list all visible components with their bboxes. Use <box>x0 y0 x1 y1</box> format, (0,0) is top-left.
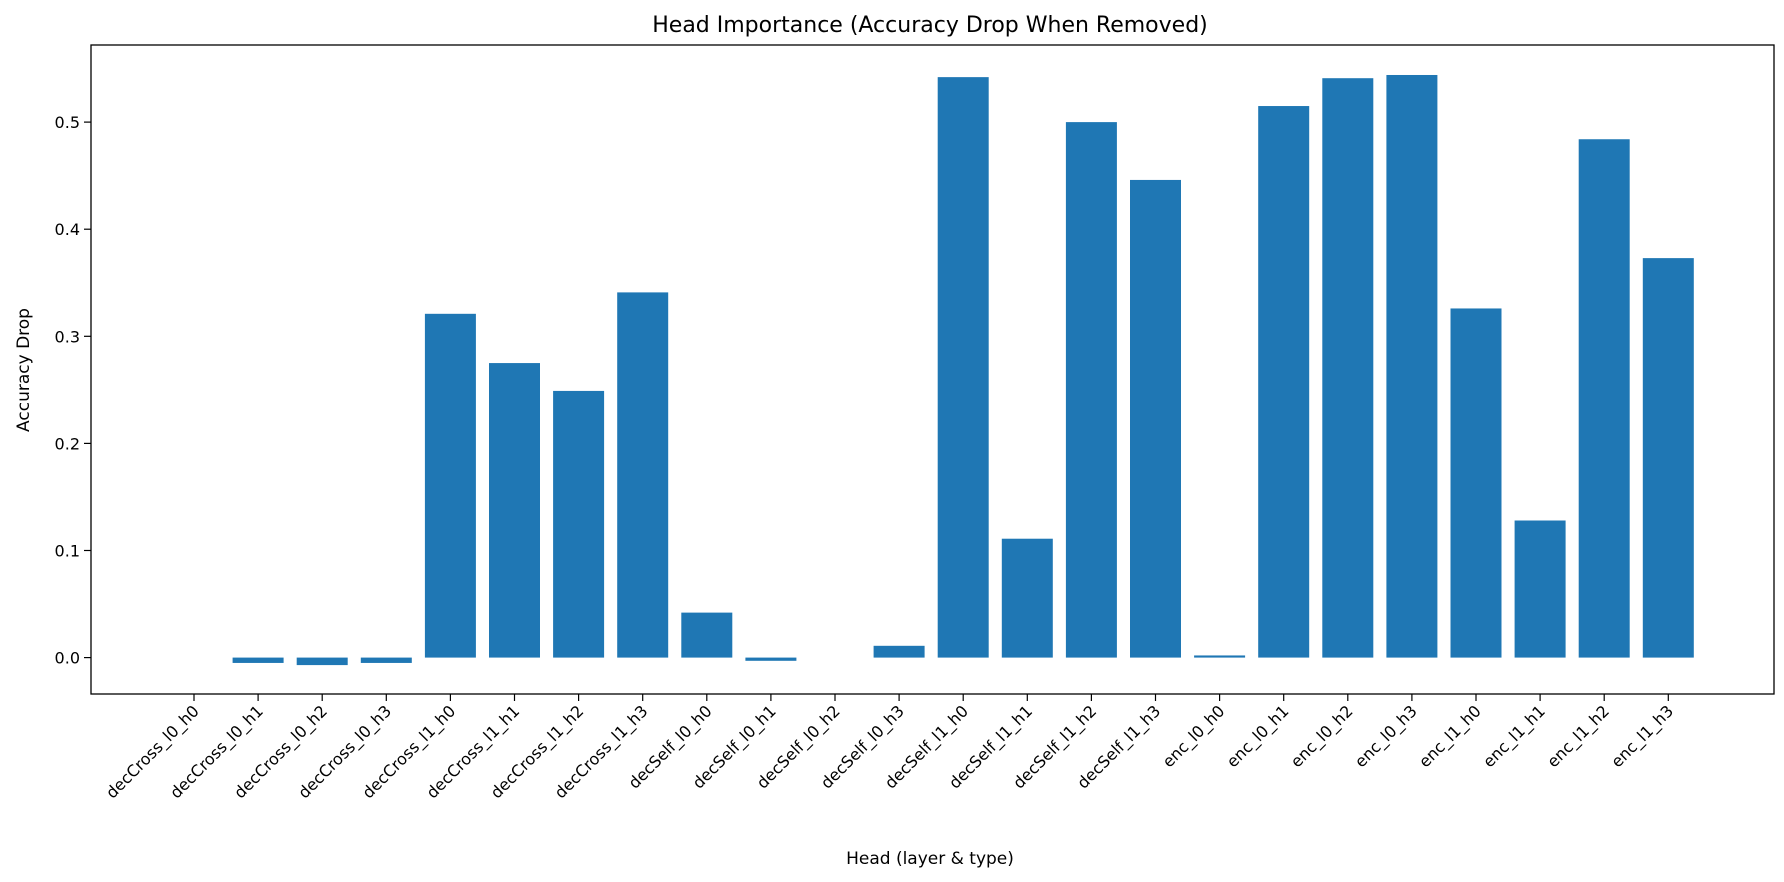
bar-enc_l1_h1 <box>1514 520 1566 658</box>
x-axis: decCross_l0_h0decCross_l0_h1decCross_l0_… <box>102 694 1678 803</box>
bars <box>232 74 1694 666</box>
bar-enc_l0_h2 <box>1322 78 1374 658</box>
bar-decSelf_l1_h0 <box>937 77 989 658</box>
bar-decCross_l0_h1 <box>232 657 284 663</box>
bar-enc_l1_h0 <box>1450 308 1502 658</box>
bar-decSelf_l0_h1 <box>745 657 797 661</box>
x-tick-label: enc_l0_h1 <box>1223 701 1294 772</box>
bar-enc_l0_h3 <box>1386 74 1438 658</box>
bar-enc_l0_h1 <box>1258 106 1310 658</box>
bar-enc_l0_h0 <box>1194 655 1246 658</box>
x-tick-label: enc_l1_h1 <box>1479 701 1550 772</box>
bar-decCross_l1_h3 <box>617 292 669 658</box>
bar-decSelf_l1_h3 <box>1130 179 1181 658</box>
x-tick-label: enc_l1_h0 <box>1415 701 1486 772</box>
y-tick-label: 0.1 <box>55 541 80 560</box>
y-tick-label: 0.3 <box>55 327 80 346</box>
y-tick-label: 0.2 <box>55 434 80 453</box>
bar-decCross_l1_h1 <box>489 363 540 658</box>
y-tick-label: 0.5 <box>55 113 80 132</box>
y-tick-label: 0.4 <box>55 220 80 239</box>
x-tick-label: enc_l1_h3 <box>1607 701 1678 772</box>
bar-decSelf_l0_h0 <box>681 612 733 658</box>
y-tick-label: 0.0 <box>55 649 80 668</box>
bar-decCross_l1_h0 <box>424 313 476 658</box>
bar-decCross_l1_h2 <box>553 390 605 658</box>
x-tick-label: enc_l0_h2 <box>1287 701 1358 772</box>
y-axis: 0.0 0.1 0.2 0.3 0.4 0.5 <box>55 113 91 668</box>
x-tick-label: enc_l1_h2 <box>1543 701 1614 772</box>
bar-decSelf_l1_h2 <box>1065 122 1117 658</box>
bar-enc_l1_h3 <box>1642 258 1694 658</box>
plot-frame <box>90 44 1775 695</box>
bar-enc_l1_h2 <box>1578 139 1630 658</box>
bar-decCross_l0_h3 <box>360 657 412 663</box>
bar-decSelf_l0_h3 <box>873 645 925 658</box>
bar-decSelf_l1_h1 <box>1001 538 1053 658</box>
x-tick-label: enc_l0_h3 <box>1351 701 1422 772</box>
x-axis-title: Head (layer & type) <box>846 849 1014 869</box>
x-tick-label: enc_l0_h0 <box>1159 701 1230 772</box>
bar-decCross_l0_h2 <box>296 657 348 666</box>
y-axis-title: Accuracy Drop <box>14 308 34 432</box>
chart-title: Head Importance (Accuracy Drop When Remo… <box>652 13 1208 38</box>
